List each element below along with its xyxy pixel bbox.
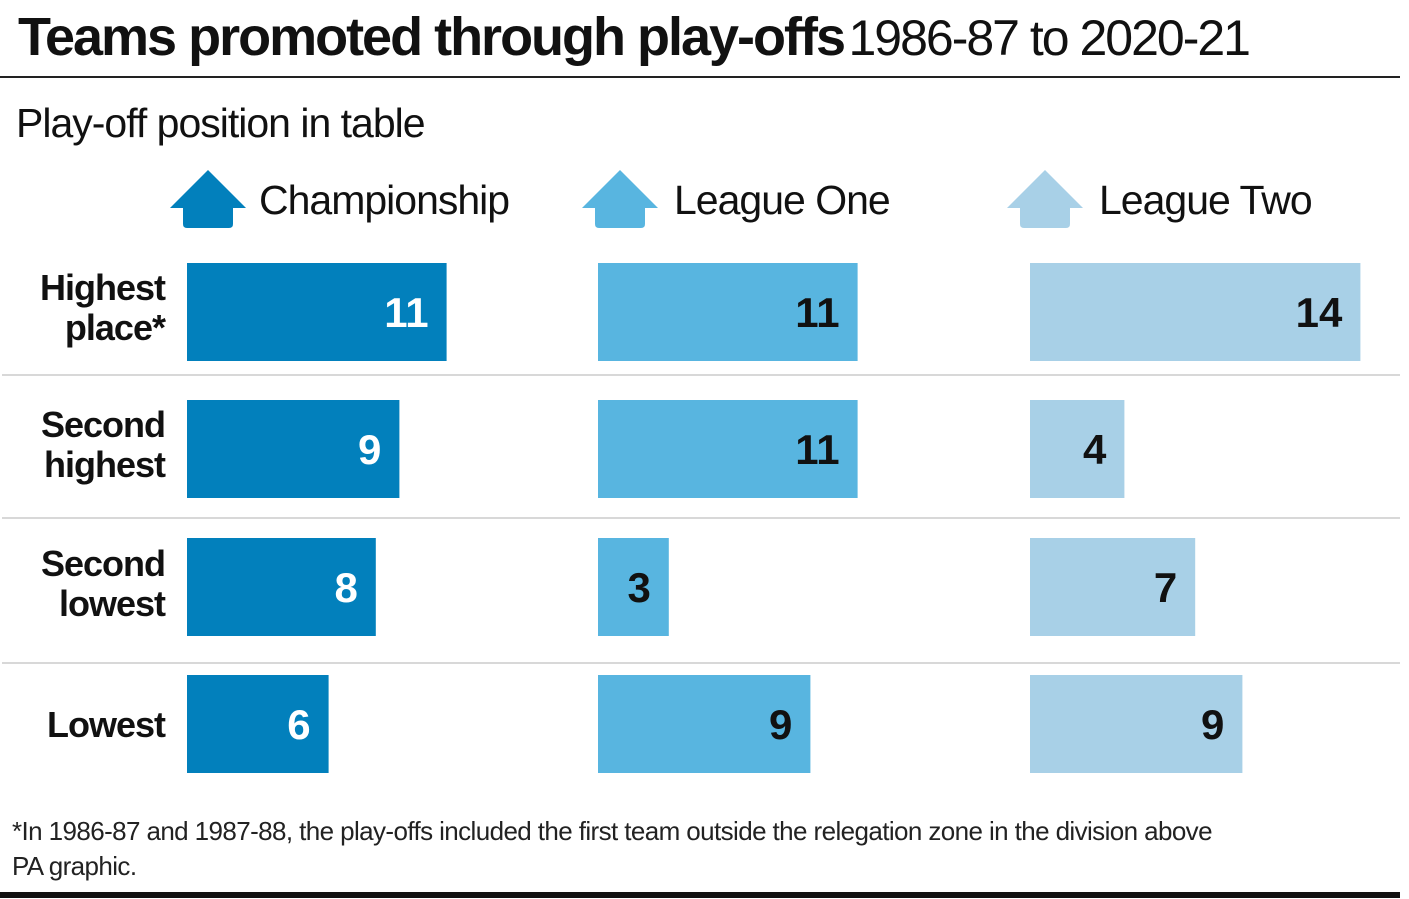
bar	[598, 400, 858, 498]
row-label-line: lowest	[58, 583, 166, 624]
bar	[187, 675, 329, 773]
bar-value-label: 9	[358, 426, 381, 473]
row-label-line: Lowest	[46, 704, 166, 745]
legend-icons	[170, 170, 1083, 228]
row-label-line: Second	[40, 543, 166, 584]
row-label-line: Highest	[39, 267, 166, 308]
chart-title-main: Teams promoted through play-offs	[18, 7, 846, 67]
row-label-line: Second	[40, 404, 166, 445]
bar	[1030, 538, 1196, 636]
row-label-highest-place: Highest place*	[39, 267, 166, 348]
title-divider	[0, 76, 1400, 78]
legend-label-league-one: League One	[674, 177, 891, 223]
row-divider	[2, 662, 1400, 664]
bar-value-label: 9	[769, 701, 792, 748]
bar	[187, 263, 447, 361]
bottom-rule	[0, 892, 1400, 898]
chart-subtitle: Play-off position in table	[16, 100, 426, 146]
bar-value-label: 14	[1296, 289, 1343, 336]
footnote: *In 1986-87 and 1987-88, the play-offs i…	[12, 814, 1213, 884]
row-divider	[2, 517, 1400, 519]
bars: 11 9 8 6 11 11 3 9 14 4 7 9	[187, 263, 1361, 773]
bar	[187, 400, 400, 498]
bar	[598, 263, 858, 361]
chart-title-years: 1986-87 to 2020-21	[848, 10, 1250, 66]
row-label-line: highest	[43, 444, 166, 485]
bar	[1030, 675, 1243, 773]
up-arrow-icon	[170, 170, 246, 228]
bar-value-label: 7	[1154, 564, 1177, 611]
footnote-text: *In 1986-87 and 1987-88, the play-offs i…	[12, 816, 1213, 846]
legend-label-league-two: League Two	[1099, 177, 1313, 223]
bar-value-label: 11	[795, 289, 839, 336]
bar-value-label: 4	[1083, 426, 1107, 473]
chart-title: Teams promoted through play-offs 1986-87…	[18, 6, 1251, 68]
bar	[1030, 400, 1125, 498]
bar-value-label: 11	[384, 289, 428, 336]
row-label-second-highest: Second highest	[40, 404, 166, 485]
row-divider	[2, 374, 1400, 376]
row-label-second-lowest: Second lowest	[40, 543, 166, 624]
bar-value-label: 6	[287, 701, 310, 748]
credit-text: PA graphic.	[12, 851, 137, 881]
up-arrow-icon	[582, 170, 658, 228]
bar-value-label: 9	[1201, 701, 1224, 748]
row-label-line: place*	[64, 307, 166, 348]
bar	[598, 675, 811, 773]
row-label-lowest: Lowest	[46, 704, 166, 745]
bar	[1030, 263, 1361, 361]
bar-value-label: 3	[627, 564, 650, 611]
up-arrow-icon	[1007, 170, 1083, 228]
bar-value-label: 11	[795, 426, 839, 473]
bar-value-label: 8	[334, 564, 357, 611]
bar	[187, 538, 376, 636]
bar	[598, 538, 669, 636]
legend-label-championship: Championship	[259, 177, 510, 223]
